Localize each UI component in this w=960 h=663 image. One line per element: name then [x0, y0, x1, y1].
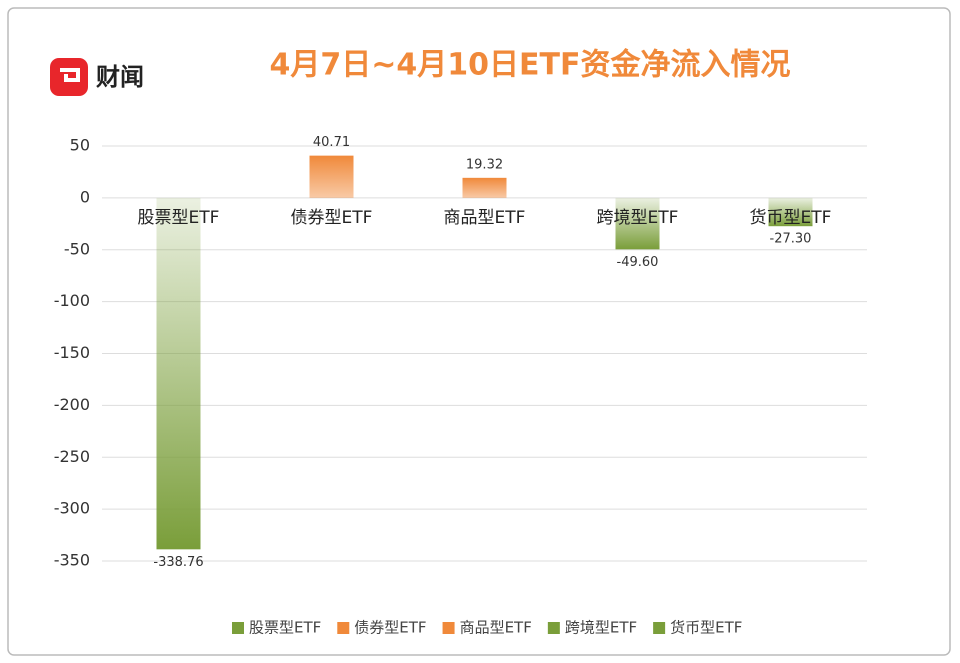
- y-tick-label: -100: [54, 291, 90, 310]
- value-label: -49.60: [617, 255, 659, 270]
- frame: [7, 7, 951, 656]
- y-tick-label: -150: [54, 343, 90, 362]
- x-tick-label: 商品型ETF: [444, 208, 526, 228]
- x-tick-label: 股票型ETF: [138, 208, 220, 228]
- logo-glyph: [60, 68, 80, 82]
- value-label: 19.32: [466, 157, 503, 172]
- chart-title: 4月7日~4月10日ETF资金净流入情况: [270, 48, 791, 83]
- x-tick-label: 债券型ETF: [291, 208, 373, 228]
- legend-label: 货币型ETF: [670, 619, 742, 637]
- legend-swatch: [232, 622, 244, 634]
- legend-swatch: [337, 622, 350, 634]
- bar: [156, 197, 201, 550]
- legend-label: 股票型ETF: [249, 619, 321, 637]
- value-label: 40.71: [313, 135, 350, 150]
- bar: [462, 177, 507, 198]
- legend-label: 跨境型ETF: [565, 619, 637, 637]
- x-tick-label: 跨境型ETF: [597, 208, 679, 228]
- legend-label: 债券型ETF: [354, 619, 426, 637]
- logo-text: 财闻: [96, 63, 144, 91]
- bar: [615, 197, 660, 250]
- legend-swatch: [547, 622, 560, 634]
- y-tick-label: -50: [64, 239, 90, 258]
- logo-icon: [50, 58, 88, 96]
- bar: [309, 155, 354, 198]
- y-tick-label: -250: [54, 447, 90, 466]
- y-tick-label: -200: [54, 395, 90, 414]
- legend-label: 商品型ETF: [460, 619, 532, 637]
- value-label: -27.30: [770, 232, 812, 247]
- y-tick-label: 50: [70, 136, 90, 155]
- bar: [768, 197, 813, 227]
- legend-swatch: [442, 622, 455, 634]
- value-label: -338.76: [153, 555, 203, 570]
- legend-swatch: [653, 622, 666, 634]
- x-tick-label: 货币型ETF: [750, 208, 832, 228]
- y-tick-label: -350: [54, 551, 90, 570]
- y-tick-label: -300: [54, 499, 90, 518]
- y-tick-label: 0: [80, 187, 90, 206]
